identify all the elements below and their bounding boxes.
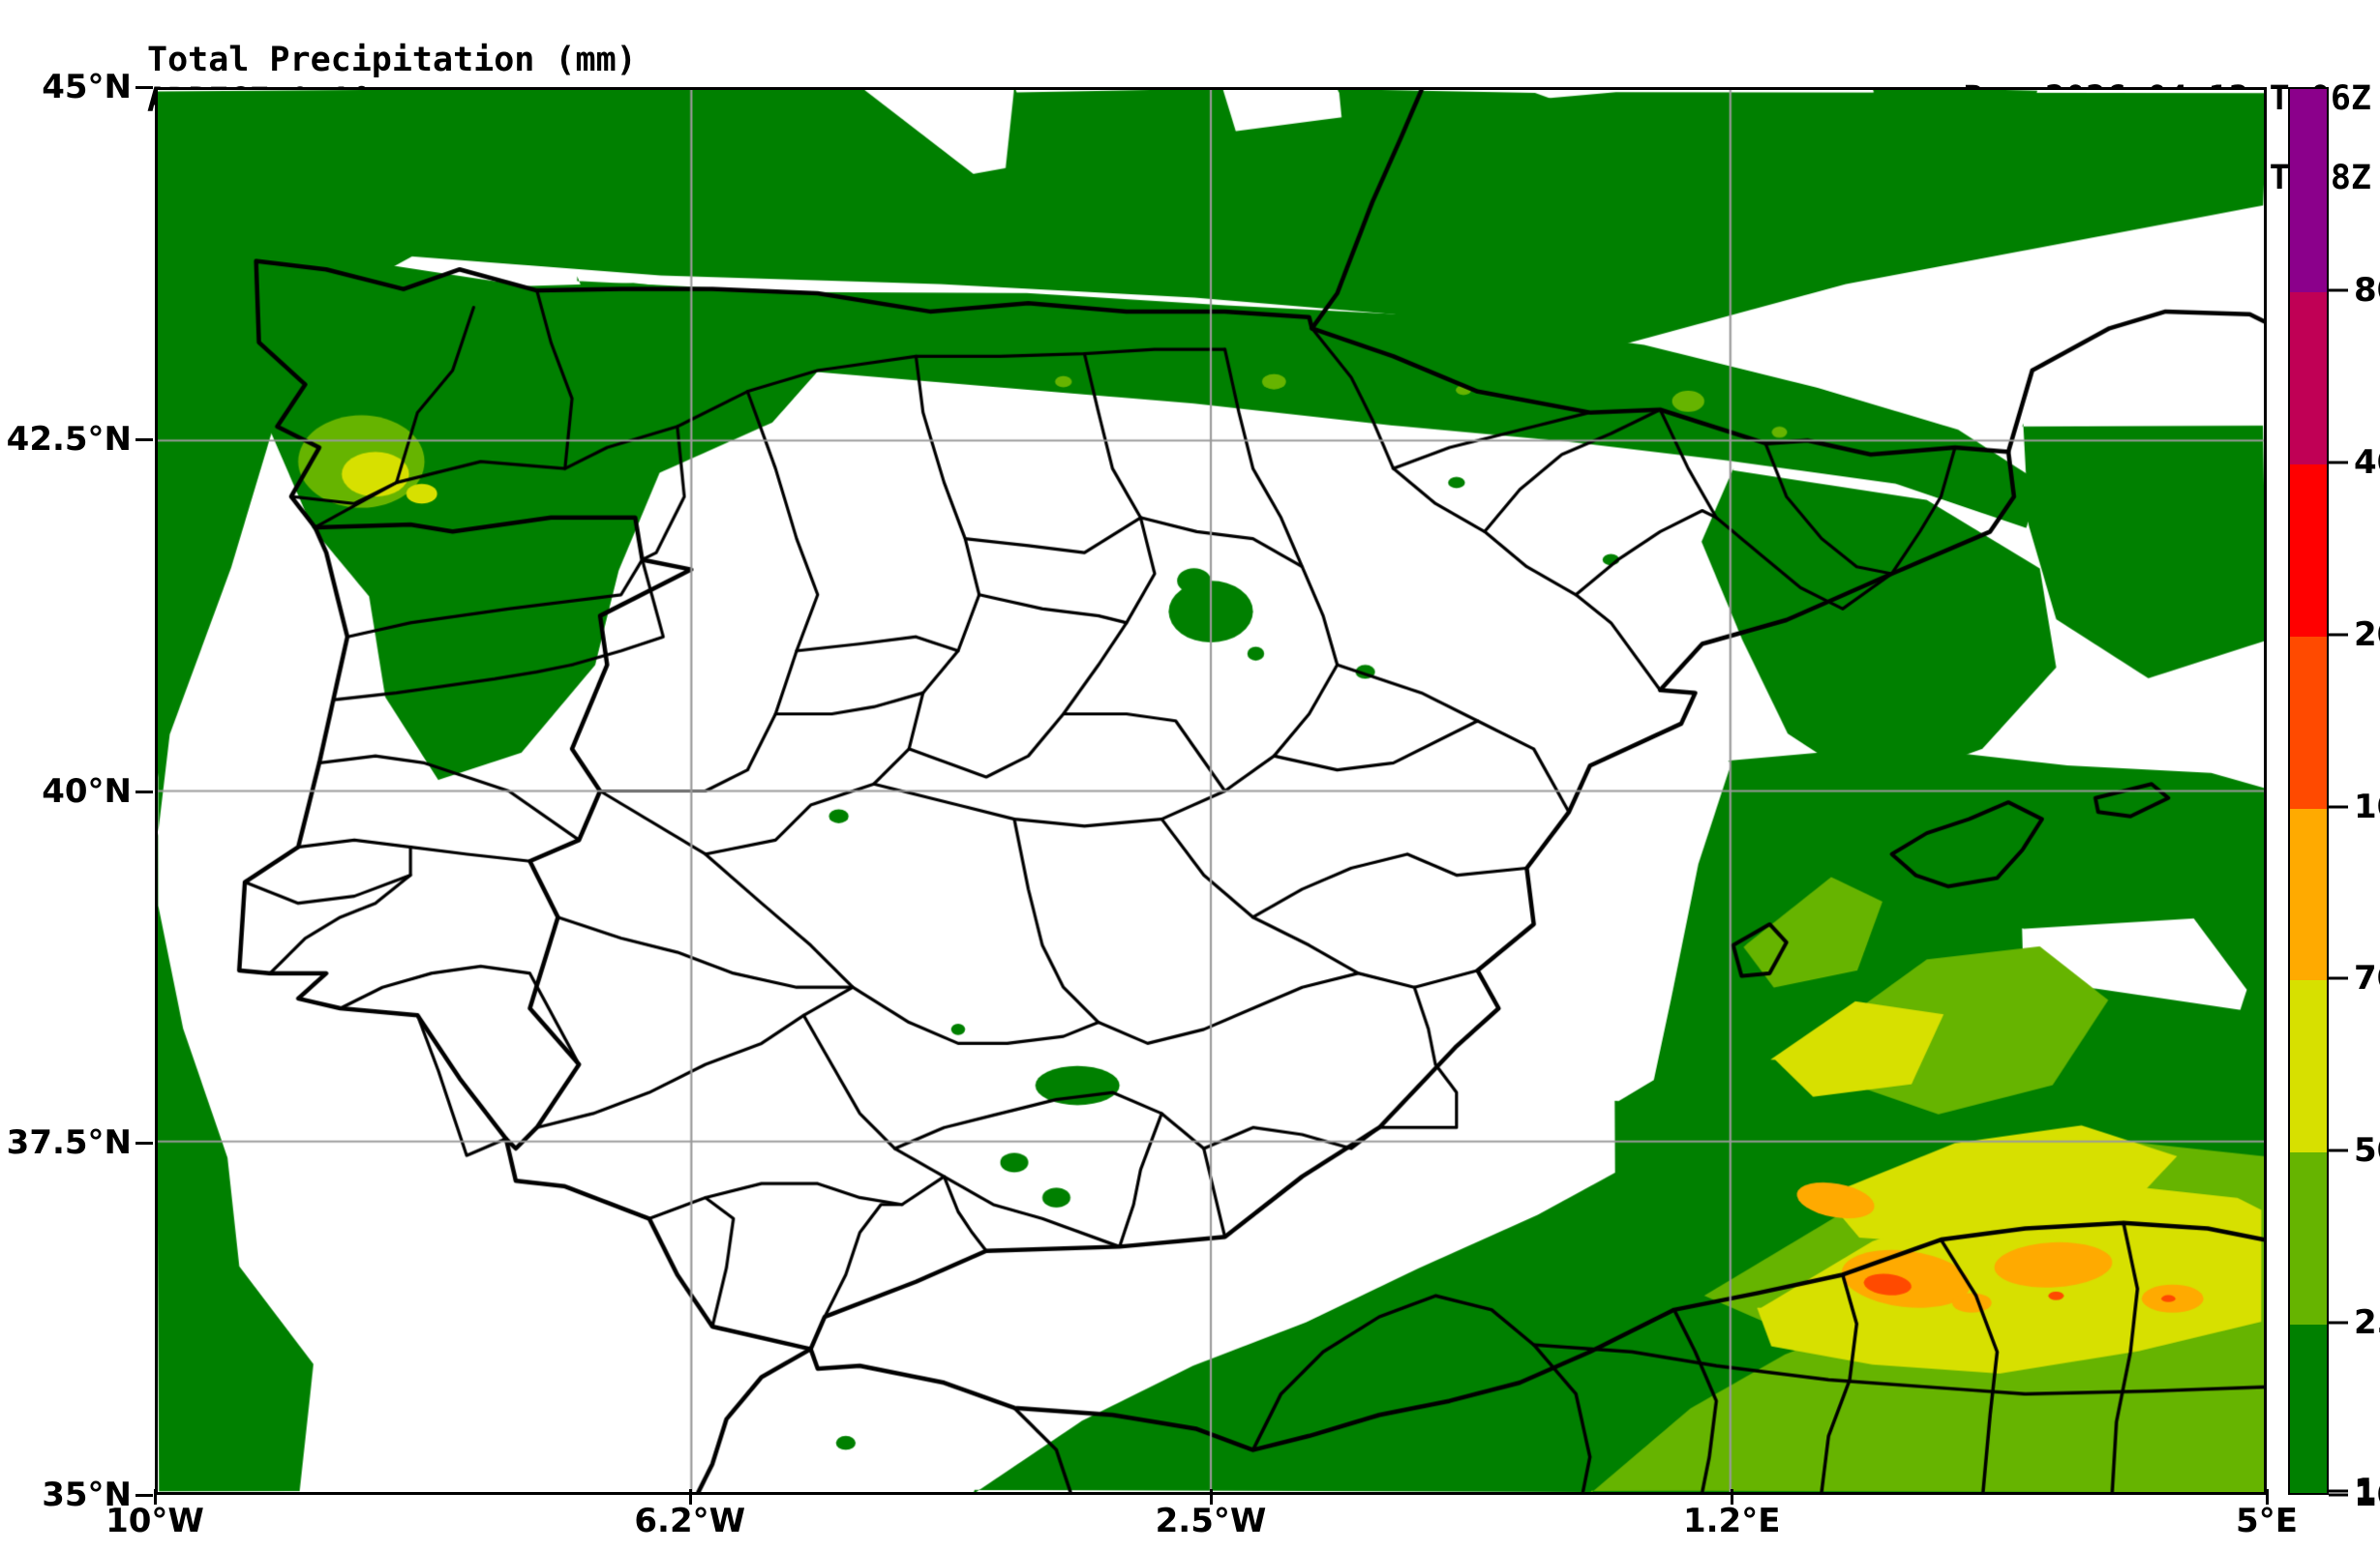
y-tick-label: 40°N: [42, 771, 132, 811]
precipitation-field-canvas: [158, 90, 2264, 1492]
map-header: Total Precipitation (mm) Run 2026-04-13 …: [0, 0, 2380, 197]
colorbar-tick-mark: [2329, 461, 2348, 464]
header-line-bottom: ARPEGE 0.1º +74 hours Forecast: Thursday…: [0, 43, 2380, 197]
x-tick-label: 6.2°W: [634, 1502, 746, 1540]
x-tick-mark: [688, 1489, 692, 1505]
header-line-top: Total Precipitation (mm) Run 2026-04-13 …: [0, 2, 2380, 118]
colorbar-tick-label: 25: [2354, 1303, 2380, 1343]
x-tick-mark: [154, 1489, 157, 1505]
colorbar-band: [2290, 636, 2327, 810]
colorbar-tick-labels: 800 400 200 100 70 50 25 101: [2329, 87, 2380, 1514]
y-tick-label: 35°N: [42, 1476, 132, 1514]
colorbar-band: [2290, 463, 2327, 638]
y-tick-label: 42.5°N: [6, 419, 132, 459]
y-tick-mark: [136, 437, 153, 441]
colorbar-band: [2290, 1325, 2327, 1493]
colorbar-tick-label: 100: [2354, 787, 2380, 826]
x-tick-label: 1.2°E: [1682, 1502, 1781, 1540]
x-tick-mark: [1210, 1489, 1213, 1505]
y-tick-label: 45°N: [42, 68, 132, 106]
colorbar-band: [2290, 89, 2327, 293]
x-tick-label: 5°E: [2236, 1502, 2298, 1540]
colorbar-tick-label: 800: [2354, 270, 2380, 310]
colorbar-tick-label: 200: [2354, 614, 2380, 654]
x-tick-label: 10°W: [105, 1502, 204, 1540]
colorbar-band: [2290, 291, 2327, 465]
colorbar-tick-label: 1: [2354, 1472, 2377, 1510]
y-tick-mark: [136, 790, 153, 793]
y-tick-mark: [136, 1142, 153, 1146]
colorbar-tick-label: 10: [2354, 1476, 2380, 1514]
colorbar-tick-label: 70: [2354, 959, 2380, 999]
x-tick-mark: [1731, 1489, 1734, 1505]
y-axis-labels: 45°N 42.5°N 40°N 37.5°N 35°N: [0, 0, 153, 1552]
colorbar-tick-mark: [2329, 633, 2348, 637]
x-tick-label: 2.5°W: [1155, 1502, 1267, 1540]
y-tick-label: 37.5°N: [6, 1123, 132, 1163]
colorbar: [2288, 87, 2329, 1495]
colorbar-band: [2290, 1152, 2327, 1327]
colorbar-tick-mark: [2329, 1321, 2348, 1325]
colorbar-tick-mark: [2329, 805, 2348, 808]
colorbar-tick-label: 400: [2354, 442, 2380, 482]
colorbar-tick-mark: [2329, 1493, 2348, 1497]
colorbar-tick-mark: [2329, 288, 2348, 292]
colorbar-tick-mark: [2329, 976, 2348, 980]
y-tick-mark: [136, 86, 153, 89]
colorbar-band: [2290, 980, 2327, 1154]
colorbar-tick-mark: [2329, 1149, 2348, 1152]
colorbar-tick-mark: [2329, 1489, 2348, 1493]
precipitation-map[interactable]: [155, 87, 2267, 1495]
header-title: Total Precipitation (mm): [147, 41, 637, 79]
y-tick-mark: [136, 1494, 153, 1497]
x-tick-mark: [2266, 1489, 2269, 1505]
colorbar-band: [2290, 808, 2327, 982]
x-axis-labels: 10°W 6.2°W 2.5°W 1.2°E 5°E: [0, 1489, 2380, 1552]
colorbar-tick-label: 50: [2354, 1131, 2380, 1171]
